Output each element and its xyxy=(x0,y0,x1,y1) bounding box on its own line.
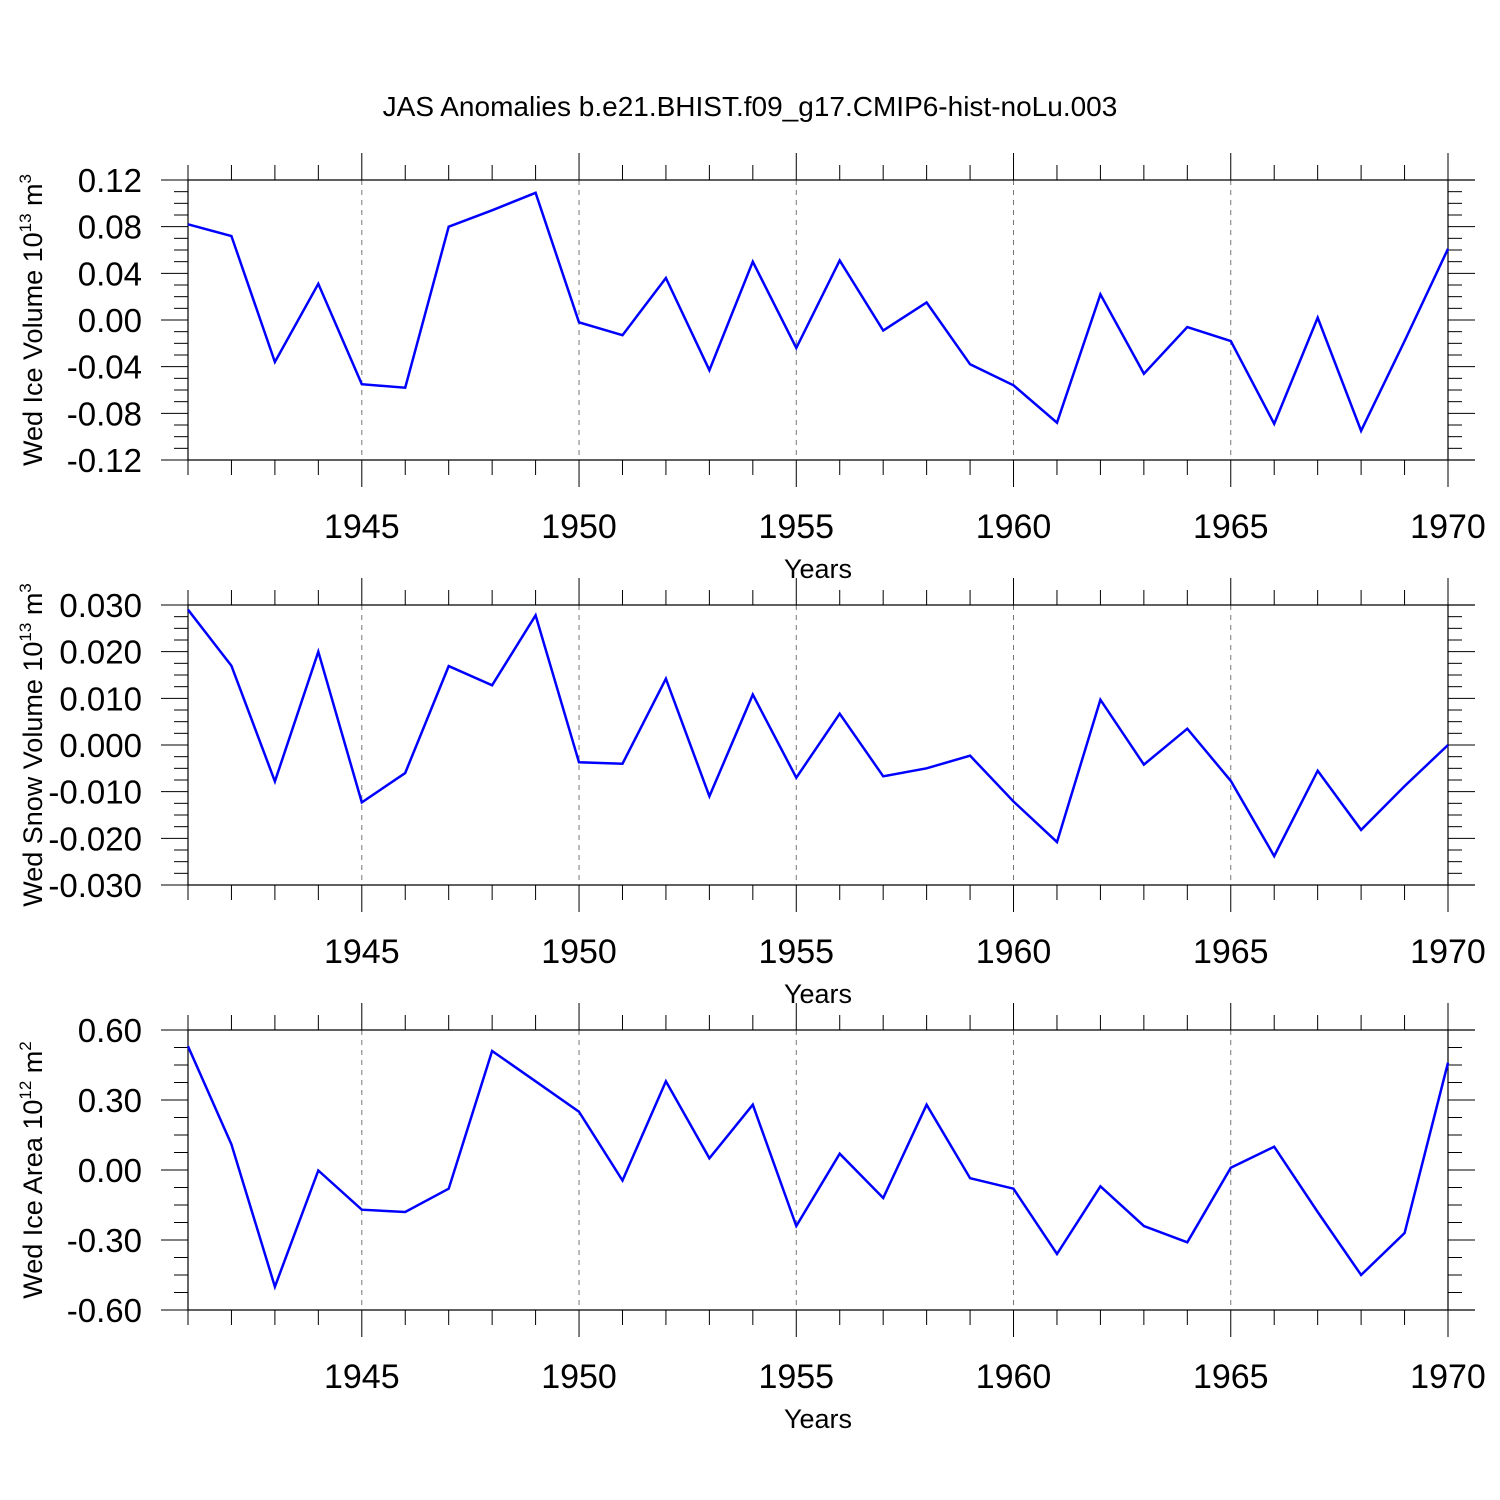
x-tick-label: 1965 xyxy=(1193,933,1269,971)
x-tick-label: 1965 xyxy=(1193,1358,1269,1396)
y-tick-label: 0.010 xyxy=(59,680,142,717)
x-tick-label: 1955 xyxy=(758,1358,834,1396)
y-axis-label-unit: m xyxy=(18,1051,48,1081)
y-tick-label: 0.030 xyxy=(59,587,142,624)
y-tick-label: 0.04 xyxy=(78,255,142,292)
y-tick-label: -0.030 xyxy=(48,867,142,904)
y-axis-label-text: Wed Ice Area 10 xyxy=(18,1100,48,1299)
y-tick-label: 0.00 xyxy=(78,302,142,339)
x-axis-label: Years xyxy=(784,554,852,584)
y-axis-label: Wed Ice Volume 1013 m3 xyxy=(16,174,48,466)
y-axis-label-text: Wed Ice Volume 10 xyxy=(18,232,48,466)
y-axis-label-unit-exponent: 2 xyxy=(16,1041,35,1050)
x-tick-label: 1945 xyxy=(324,1358,400,1396)
y-axis-label-unit: m xyxy=(18,183,48,213)
series-line xyxy=(187,608,1449,859)
y-tick-label: -0.04 xyxy=(67,349,142,386)
y-tick-label: 0.12 xyxy=(78,162,142,199)
y-axis-label-unit: m xyxy=(18,593,48,623)
x-tick-label: 1955 xyxy=(758,508,834,546)
y-tick-label: -0.08 xyxy=(67,395,142,432)
y-tick-label: 0.08 xyxy=(78,209,142,246)
y-tick-label: -0.010 xyxy=(48,774,142,811)
x-tick-label: 1950 xyxy=(541,508,617,546)
y-axis-label-unit-exponent: 3 xyxy=(16,174,35,183)
x-tick-label: 1945 xyxy=(324,933,400,971)
panel-2: 1945 1950 1955 1960 1965 1970 Years -0.030 -0.02… xyxy=(16,578,1486,1009)
y-axis-label: Wed Snow Volume 1013 m3 xyxy=(16,583,48,907)
x-tick-label: 1960 xyxy=(976,508,1052,546)
y-tick-label: -0.020 xyxy=(48,820,142,857)
panels: 1945 1950 1955 1960 1965 1970 Years -0.12 -0.08 -… xyxy=(16,153,1486,1434)
x-tick-label: 1970 xyxy=(1410,508,1486,546)
y-tick-label: 0.000 xyxy=(59,727,142,764)
x-tick-label: 1970 xyxy=(1410,1358,1486,1396)
x-tick-label: 1960 xyxy=(976,933,1052,971)
panel-3: 1945 1950 1955 1960 1965 1970 Years -0.60 -0.30 0… xyxy=(16,1003,1486,1434)
y-tick-label: 0.30 xyxy=(78,1082,142,1119)
series-line xyxy=(186,1045,1450,1291)
y-tick-label: -0.12 xyxy=(67,442,142,479)
y-tick-label: -0.30 xyxy=(67,1222,142,1259)
x-axis-label: Years xyxy=(784,1404,852,1434)
y-tick-label: 0.60 xyxy=(78,1012,142,1049)
y-axis-label-text: Wed Snow Volume 10 xyxy=(18,642,48,907)
x-tick-label: 1950 xyxy=(541,1358,617,1396)
x-tick-label: 1950 xyxy=(541,933,617,971)
y-tick-label: 0.00 xyxy=(78,1152,142,1189)
y-tick-label: -0.60 xyxy=(67,1292,142,1329)
x-tick-label: 1970 xyxy=(1410,933,1486,971)
x-axis-label: Years xyxy=(784,979,852,1009)
y-tick-label: 0.020 xyxy=(59,634,142,671)
x-tick-label: 1955 xyxy=(758,933,834,971)
y-axis-label: Wed Ice Area 1012 m2 xyxy=(16,1041,48,1299)
y-axis-label-exponent: 13 xyxy=(16,623,35,642)
panel-1: 1945 1950 1955 1960 1965 1970 Years -0.12 -0.08 -… xyxy=(16,153,1486,584)
x-tick-label: 1965 xyxy=(1193,508,1269,546)
x-tick-label: 1960 xyxy=(976,1358,1052,1396)
x-tick-label: 1945 xyxy=(324,508,400,546)
y-axis-label-unit-exponent: 3 xyxy=(16,583,35,592)
series-line xyxy=(187,191,1450,434)
y-axis-label-exponent: 13 xyxy=(16,213,35,232)
y-axis-label-exponent: 12 xyxy=(16,1081,35,1100)
chart-title: JAS Anomalies b.e21.BHIST.f09_g17.CMIP6-… xyxy=(383,91,1118,122)
